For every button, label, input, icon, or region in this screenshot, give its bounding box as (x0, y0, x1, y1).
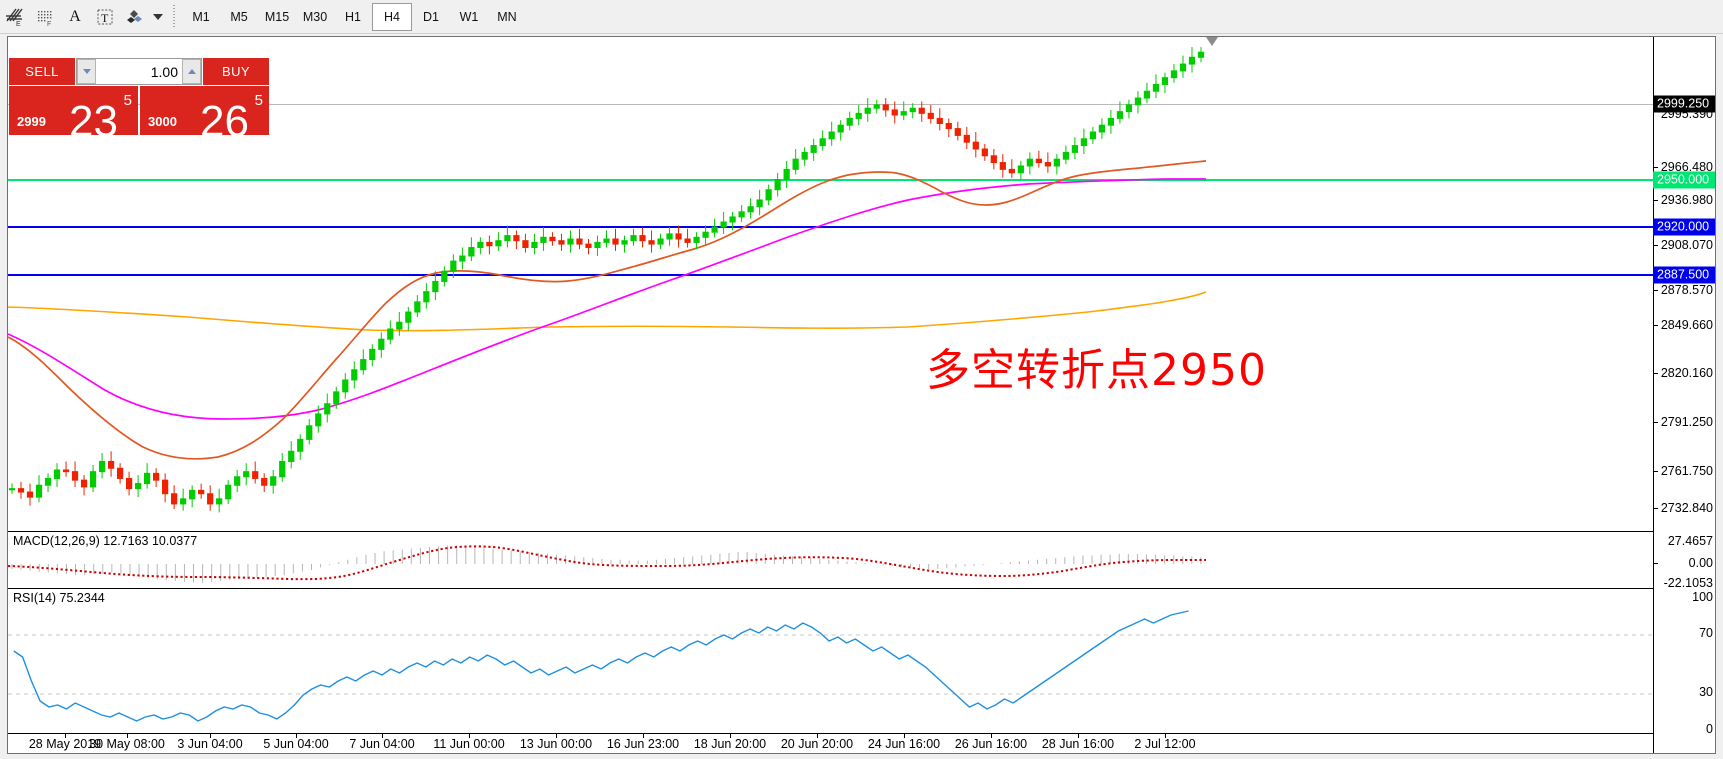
time-tick-3: 5 Jun 04:00 (263, 737, 329, 751)
chevron-down-icon[interactable] (150, 3, 166, 31)
rsi-axis-tick-0: 0 (1706, 721, 1713, 736)
macd-axis-tick-zero: 0.00 (1688, 555, 1713, 570)
buy-price-prefix: 3000 (148, 114, 177, 129)
time-tick-6: 13 Jun 00:00 (519, 737, 593, 751)
axis-tick-2995: 2995.390 (1660, 106, 1713, 121)
grid-icon[interactable]: F (30, 3, 60, 31)
axis-level-2887-badge: 2887.500 (1653, 266, 1715, 284)
rsi-series-layer (8, 610, 1653, 722)
time-tick-11: 26 Jun 16:00 (954, 737, 1028, 751)
time-tick-0: 28 May 2019 (28, 737, 102, 751)
buy-price-fraction: 5 (254, 92, 263, 109)
svg-text:F: F (47, 21, 51, 27)
price-axis[interactable]: 2999.250 2995.390 2966.480 2950.000 2936… (1653, 37, 1715, 753)
rsi-axis-tick-100: 100 (1692, 589, 1713, 604)
volume-input[interactable]: 1.00 (150, 63, 178, 80)
rsi-path (13, 610, 1189, 722)
svg-text:E: E (16, 21, 21, 27)
time-tick-4: 7 Jun 04:00 (349, 737, 415, 751)
buy-price-main: 26 (200, 97, 249, 136)
timeframe-w1[interactable]: W1 (459, 9, 479, 24)
time-tick-12: 28 Jun 16:00 (1041, 737, 1115, 751)
crosshair-cursor-icon (1206, 37, 1218, 46)
trade-controls-row: SELL 1.00 BUY (9, 58, 269, 85)
axis-current-price-badge: 2999.250 (1653, 95, 1715, 113)
rsi-label: RSI(14) 75.2344 (13, 591, 105, 605)
timeframe-m1[interactable]: M1 (192, 9, 210, 24)
timeframe-h1[interactable]: H1 (345, 9, 361, 24)
axis-tick-2820: 2820.160 (1660, 365, 1713, 380)
macd-pane[interactable]: MACD(12,26,9) 12.7163 10.0377 (8, 531, 1653, 588)
timeframe-d1[interactable]: D1 (423, 9, 439, 24)
timeframe-m5[interactable]: M5 (230, 9, 248, 24)
axis-tick-2732: 2732.840 (1660, 500, 1713, 515)
macd-axis-tick-max: 27.4657 (1667, 533, 1713, 548)
axis-tick-2761: 2761.750 (1660, 463, 1713, 478)
rsi-axis-tick-30: 30 (1699, 684, 1713, 699)
quotes-row: 2999 23 5 3000 26 5 (9, 86, 269, 135)
volume-stepper[interactable]: 1.00 (76, 58, 202, 85)
axis-tick-2966: 2966.480 (1660, 159, 1713, 174)
objects-icon[interactable] (120, 3, 150, 31)
text-object-icon[interactable]: T (90, 3, 120, 31)
axis-level-2950-badge: 2950.000 (1653, 171, 1715, 189)
ma-fast-path (8, 160, 1207, 460)
chart-annotation-text: 多空转折点2950 (926, 345, 1267, 396)
price-pane[interactable]: 多空转折点2950 (8, 37, 1653, 531)
buy-button[interactable]: BUY (203, 58, 269, 85)
candlestick-series (8, 47, 1205, 513)
time-tick-9: 20 Jun 20:00 (780, 737, 854, 751)
main-toolbar: E F A (0, 0, 1723, 34)
timeframe-h4[interactable]: H4 (372, 2, 412, 31)
macd-axis-tick-min: -22.1053 (1663, 575, 1713, 590)
timeframe-m30[interactable]: M30 (302, 9, 328, 24)
volume-increase-button[interactable] (182, 59, 201, 84)
volume-decrease-button[interactable] (77, 59, 96, 84)
axis-level-2920-badge: 2920.000 (1653, 218, 1715, 236)
ma-mid-path (8, 178, 1206, 420)
time-tick-5: 11 Jun 00:00 (433, 737, 505, 751)
macd-signal-path (8, 545, 1206, 581)
time-tick-2: 3 Jun 04:00 (177, 737, 243, 751)
axis-tick-2878: 2878.570 (1660, 282, 1713, 297)
time-axis[interactable]: 28 May 2019 30 May 08:00 3 Jun 04:00 5 J… (8, 733, 1653, 753)
rsi-axis-tick-70: 70 (1699, 625, 1713, 640)
axis-tick-2849: 2849.660 (1660, 317, 1713, 332)
toolbar-separator (173, 4, 175, 29)
time-tick-8: 18 Jun 20:00 (693, 737, 767, 751)
axis-tick-2908: 2908.070 (1660, 237, 1713, 252)
chart-window[interactable]: SP500-,H4 3001.000 3003.000 2999.250 299… (7, 36, 1716, 754)
sell-price-prefix: 2999 (17, 114, 46, 129)
axis-tick-2936: 2936.980 (1660, 192, 1713, 207)
buy-price-box[interactable]: 3000 26 5 (140, 86, 269, 135)
price-series-layer (8, 47, 1207, 513)
timeframe-m15[interactable]: M15 (264, 9, 290, 24)
axis-tick-2791: 2791.250 (1660, 414, 1713, 429)
time-tick-1: 30 May 08:00 (89, 737, 165, 751)
time-tick-10: 24 Jun 16:00 (867, 737, 941, 751)
level-line-2920 (8, 226, 1653, 228)
level-line-2887 (8, 274, 1653, 276)
current-price-line (8, 104, 1653, 105)
ma-slow-path (8, 291, 1207, 332)
svg-text:T: T (101, 11, 109, 25)
sell-button[interactable]: SELL (9, 58, 75, 85)
timeframe-mn[interactable]: MN (497, 9, 517, 24)
rsi-pane[interactable]: RSI(14) 75.2344 (8, 588, 1653, 734)
text-label-icon[interactable]: A (69, 7, 81, 25)
macd-label: MACD(12,26,9) 12.7163 10.0377 (13, 534, 198, 548)
time-tick-7: 16 Jun 23:00 (606, 737, 680, 751)
sell-price-main: 23 (69, 97, 118, 136)
time-tick-13: 2 Jul 12:00 (1134, 737, 1196, 751)
sell-price-fraction: 5 (123, 92, 132, 109)
one-click-trading-panel[interactable]: SELL 1.00 BUY 2999 23 5 3000 26 5 (9, 58, 269, 135)
indicators-icon[interactable]: E (0, 3, 30, 31)
sell-price-box[interactable]: 2999 23 5 (9, 86, 138, 135)
macd-series-layer (8, 545, 1206, 583)
